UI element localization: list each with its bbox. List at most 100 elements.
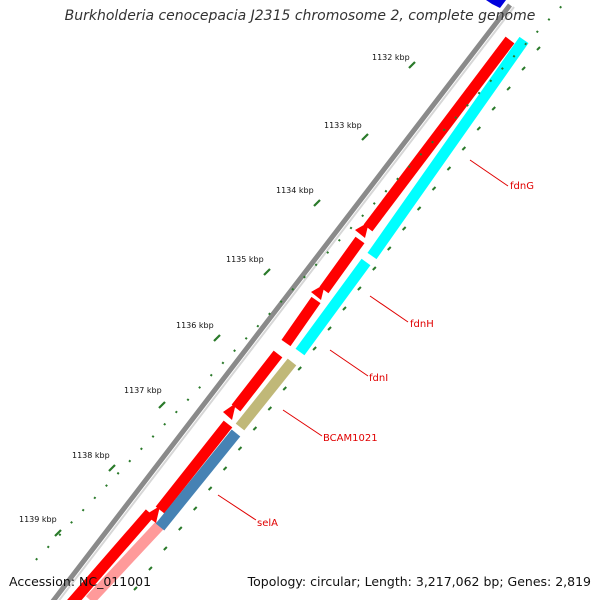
inner-tick-dash (327, 326, 332, 331)
tick-mark (158, 401, 166, 409)
tick-label: 1139 kbp (19, 515, 57, 524)
leader-line (282, 409, 323, 437)
backbone-track-light (58, 6, 515, 600)
gene-label-text: BCAM1021 (323, 433, 378, 444)
tick-mark (54, 529, 62, 537)
summary-text: Topology: circular; Length: 3,217,062 bp… (247, 574, 591, 589)
leader-line (217, 494, 257, 521)
inner-tick-dash (357, 286, 362, 291)
outer-tick-dot (361, 214, 365, 218)
gene-bar-fdnH (295, 258, 371, 356)
outer-tick-dot (233, 349, 236, 353)
outer-tick-dot (326, 251, 330, 254)
inner-tick-dash (476, 126, 482, 131)
inner-tick-dash (446, 166, 452, 171)
inner-tick-dash (506, 86, 511, 91)
inner-tick-dash (431, 186, 437, 191)
outer-tick-dot (407, 165, 411, 169)
gene-label-fdnH: fdnH (369, 295, 434, 330)
inner-tick-dash (252, 426, 258, 431)
outer-tick-dot (35, 557, 38, 561)
inner-tick-marks (133, 46, 541, 591)
outer-tick-dot (256, 324, 260, 328)
gene-label-text: selA (257, 518, 278, 529)
inner-tick-dash (282, 386, 287, 391)
inner-tick-dash (461, 146, 467, 151)
outer-tick-dot (116, 471, 120, 475)
inner-tick-dash (163, 546, 168, 551)
inner-tick-dash (148, 566, 153, 571)
outer-tick-dot (454, 116, 458, 119)
outer-tick-dot (431, 140, 434, 144)
tick-mark (408, 61, 416, 69)
tick-label: 1133 kbp (324, 121, 362, 130)
tick-mark (313, 199, 321, 207)
inner-tick-dash (178, 526, 183, 531)
major-tick: 1135 kbp (226, 255, 271, 276)
tick-mark (263, 268, 271, 276)
outer-tick-dot (372, 202, 376, 205)
outer-tick-dot (384, 189, 388, 193)
outer-tick-dot (396, 177, 399, 181)
outer-tick-dot (512, 54, 516, 58)
gene-label-selA: selA (217, 494, 278, 529)
backbone-track (50, 3, 512, 600)
outer-tick-dot (198, 386, 202, 389)
inner-tick-dash (342, 306, 347, 311)
forward-gene-fade (85, 521, 165, 600)
forward-gene-arrow (145, 506, 160, 523)
outer-tick-dot (128, 459, 132, 463)
outer-tick-dot (337, 238, 341, 242)
inner-tick-dash (521, 66, 526, 71)
outer-tick-ring (35, 5, 563, 561)
major-tick: 1134 kbp (276, 186, 321, 207)
inner-tick-dash (192, 506, 198, 511)
inner-tick-dash (267, 406, 273, 411)
outer-tick-dot (489, 79, 493, 83)
leader-line (469, 159, 509, 187)
inner-tick-dash (207, 486, 213, 491)
gene-top-blue (486, 0, 506, 8)
forward-gene-arrow (223, 403, 236, 420)
gene-label-fdnI: fdnI (329, 349, 388, 384)
outer-tick-dot (279, 300, 283, 303)
outer-tick-dot (349, 226, 353, 230)
major-tick: 1133 kbp (324, 121, 369, 141)
accession-text: Accession: NC_011001 (9, 574, 152, 589)
major-ticks: 1132 kbp 1133 kbp 1134 kbp 1135 kbp 1136 kbp… (19, 53, 416, 537)
outer-tick-dot (244, 337, 248, 340)
outer-tick-dot (314, 263, 318, 267)
major-tick: 1136 kbp (176, 321, 221, 342)
outer-tick-dot (221, 361, 225, 365)
leader-line (329, 349, 369, 377)
inner-tick-dash (536, 46, 541, 51)
tick-label: 1137 kbp (124, 386, 162, 395)
outer-tick-dot (209, 373, 213, 377)
inner-tick-dash (237, 446, 243, 451)
outer-tick-dot (174, 410, 178, 414)
gene-label-BCAM1021: BCAM1021 (282, 409, 378, 444)
gene-label-text: fdnG (510, 181, 534, 192)
forward-gene (281, 296, 321, 347)
outer-tick-dot (419, 153, 423, 156)
major-tick: 1137 kbp (124, 386, 166, 409)
major-tick: 1139 kbp (19, 515, 62, 537)
outer-tick-dot (500, 67, 504, 70)
outer-tick-dot (81, 508, 85, 512)
inner-tick-dash (416, 206, 422, 211)
inner-tick-dash (133, 586, 138, 591)
gene-labels: fdnG fdnH fdnI BCAM1021 selA (217, 159, 534, 529)
inner-tick-dash (491, 106, 496, 111)
map-title: Burkholderia cenocepacia J2315 chromosom… (64, 8, 536, 24)
major-tick: 1132 kbp (372, 53, 416, 69)
gene-label-fdnG: fdnG (469, 159, 534, 192)
tick-label: 1132 kbp (372, 53, 410, 62)
inner-tick-dash (387, 246, 392, 251)
outer-tick-dot (93, 496, 97, 500)
inner-tick-dash (372, 266, 377, 271)
outer-tick-dot (70, 520, 73, 524)
outer-tick-dot (58, 533, 62, 537)
inner-tick-dash (401, 226, 407, 231)
major-tick: 1138 kbp (72, 451, 116, 472)
